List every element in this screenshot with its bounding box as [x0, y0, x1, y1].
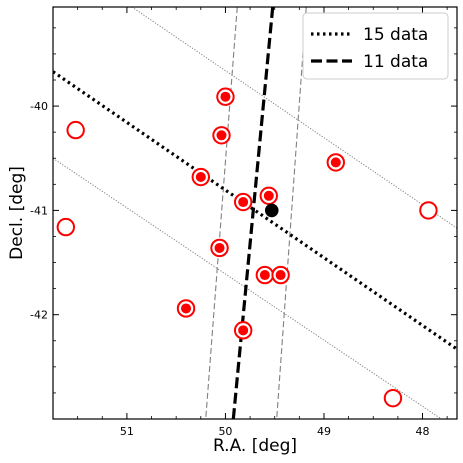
- plot-frame: [52, 6, 458, 420]
- legend-label-11: 11 data: [363, 52, 428, 72]
- data-point-filled: [330, 157, 341, 168]
- y-tick-label: -41: [30, 204, 48, 217]
- data-point-filled: [238, 325, 249, 336]
- data-point-open: [66, 120, 85, 140]
- fit-11-line: [231, 7, 275, 419]
- ticks-group: 51 50 49 48 -40 -41 -42: [30, 7, 457, 438]
- fit-bounds-group: [53, 7, 457, 419]
- fit-15-bound-line: [131, 7, 457, 229]
- legend: 15 data 11 data: [302, 12, 449, 80]
- legend-label-15: 15 data: [363, 25, 428, 45]
- fit-15-line: [53, 70, 457, 351]
- data-point-open: [419, 201, 438, 220]
- data-point-filled: [275, 270, 286, 281]
- fit-11-bound-line: [276, 7, 307, 419]
- fit-lines-group: [53, 7, 457, 419]
- points-group: [56, 87, 438, 408]
- data-point-open: [56, 217, 76, 237]
- x-axis-label: R.A. [deg]: [213, 436, 297, 456]
- data-point-filled: [216, 130, 227, 141]
- data-point-filled: [259, 270, 270, 281]
- y-tick-label: -40: [30, 100, 48, 113]
- x-tick-label: 51: [120, 425, 134, 438]
- center-point: [264, 203, 279, 218]
- data-point-filled: [181, 303, 192, 314]
- data-point-open: [383, 388, 403, 408]
- x-tick-label: 48: [416, 425, 430, 438]
- y-axis-label: Decl. [deg]: [7, 166, 27, 260]
- data-point-filled: [195, 172, 206, 183]
- data-point-filled: [214, 242, 225, 253]
- x-tick-label: 50: [218, 425, 232, 438]
- y-tick-label: -42: [30, 309, 48, 322]
- data-point-filled: [220, 91, 231, 102]
- x-tick-label: 49: [317, 425, 331, 438]
- data-point-filled: [263, 190, 274, 201]
- fit-11-bound-line: [205, 7, 238, 419]
- data-point-filled: [238, 197, 249, 208]
- legend-box: [302, 12, 449, 80]
